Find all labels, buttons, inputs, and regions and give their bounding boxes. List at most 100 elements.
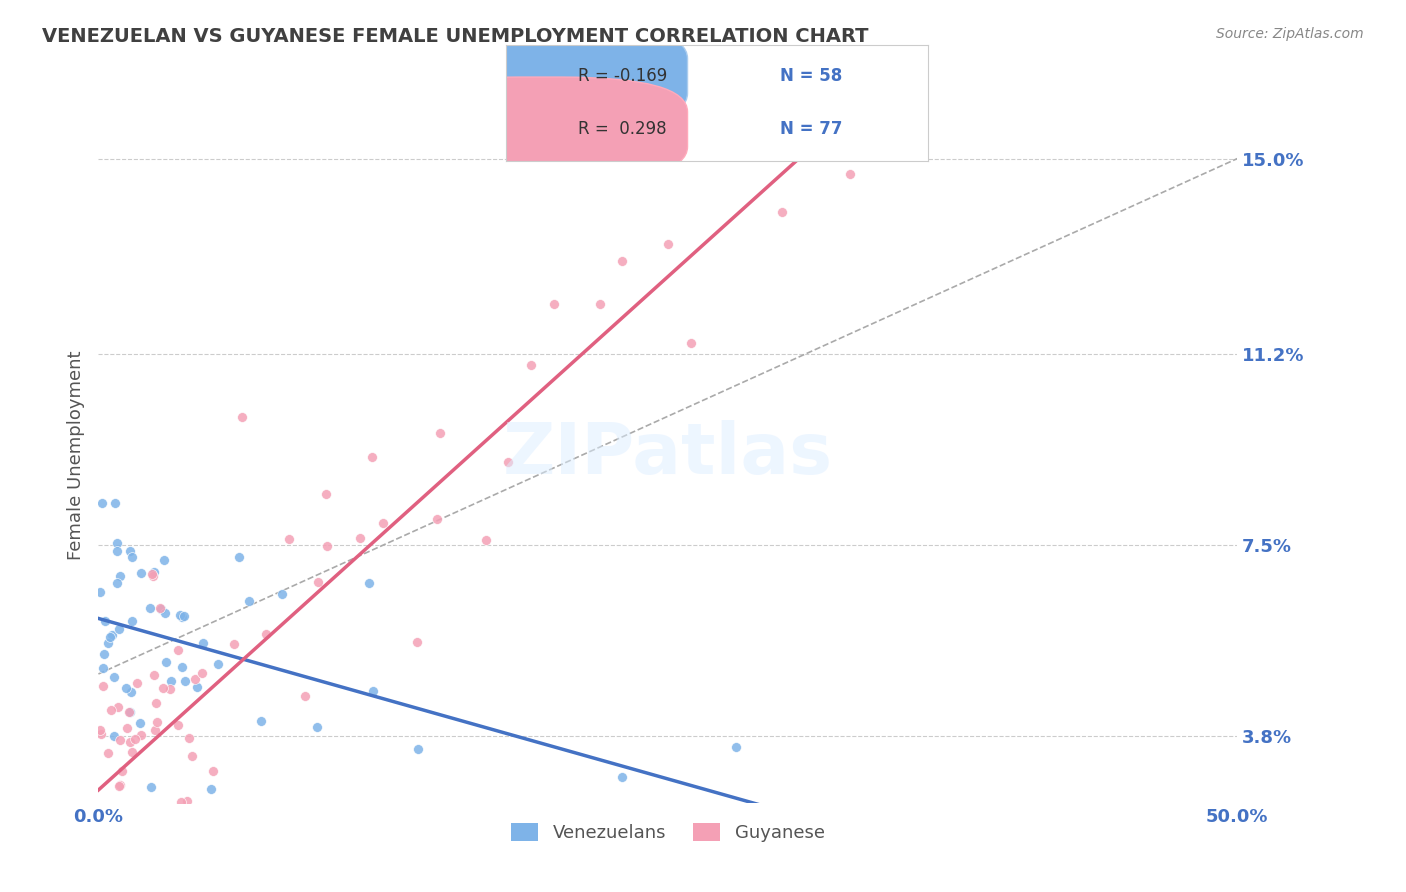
Point — [170, 796, 193, 810]
Point — [657, 236, 679, 251]
Point — [1021, 873, 1043, 888]
Point — [142, 568, 165, 582]
Point — [149, 602, 172, 616]
Point — [107, 622, 129, 636]
Point — [121, 614, 143, 628]
Text: VENEZUELAN VS GUYANESE FEMALE UNEMPLOYMENT CORRELATION CHART: VENEZUELAN VS GUYANESE FEMALE UNEMPLOYME… — [42, 27, 869, 45]
Point — [254, 627, 277, 641]
Point — [349, 531, 371, 545]
Point — [129, 715, 152, 730]
Point — [89, 723, 111, 737]
Point — [118, 544, 141, 558]
Point — [110, 732, 132, 747]
Point — [172, 610, 194, 624]
Point — [124, 732, 146, 747]
Point — [193, 636, 215, 650]
FancyBboxPatch shape — [392, 24, 688, 128]
Point — [103, 670, 125, 684]
Point — [191, 666, 214, 681]
Point — [953, 864, 976, 879]
FancyBboxPatch shape — [392, 77, 688, 181]
Point — [105, 536, 128, 550]
Point — [162, 814, 184, 829]
Point — [884, 126, 907, 140]
Point — [131, 728, 153, 742]
Point — [103, 729, 125, 743]
Point — [118, 735, 141, 749]
Point — [118, 706, 141, 720]
Point — [429, 426, 451, 441]
Point — [91, 661, 114, 675]
Point — [371, 516, 394, 530]
Point — [200, 782, 222, 797]
Point — [94, 808, 117, 822]
Point — [222, 637, 245, 651]
Point — [1135, 873, 1157, 888]
Point — [155, 656, 177, 670]
Point — [118, 705, 141, 719]
Point — [167, 642, 190, 657]
Y-axis label: Female Unemployment: Female Unemployment — [66, 351, 84, 559]
Text: N = 58: N = 58 — [780, 67, 842, 85]
Point — [406, 634, 429, 648]
Point — [121, 745, 143, 759]
Point — [394, 873, 416, 888]
Point — [238, 594, 260, 608]
Point — [679, 335, 702, 350]
Point — [114, 681, 136, 695]
Point — [294, 689, 316, 703]
Point — [588, 297, 610, 311]
Point — [90, 727, 112, 741]
Point — [170, 659, 193, 673]
Point — [177, 731, 200, 745]
Point — [145, 715, 167, 730]
Point — [474, 533, 496, 548]
Point — [149, 601, 172, 615]
Point — [93, 647, 115, 661]
Point — [91, 679, 114, 693]
Point — [97, 636, 120, 650]
Point — [141, 780, 163, 795]
Point — [97, 873, 120, 888]
Point — [114, 873, 136, 888]
Point — [315, 487, 337, 501]
Point — [270, 587, 292, 601]
Point — [143, 668, 166, 682]
Point — [101, 628, 124, 642]
Point — [228, 549, 250, 564]
Point — [725, 126, 748, 140]
Point — [127, 676, 149, 690]
Point — [360, 450, 382, 464]
Point — [105, 576, 128, 591]
Point — [108, 778, 131, 792]
Point — [250, 714, 273, 729]
Point — [97, 746, 120, 760]
Point — [167, 718, 190, 732]
Point — [114, 843, 136, 857]
Point — [498, 455, 520, 469]
Point — [152, 681, 174, 695]
Text: N = 77: N = 77 — [780, 120, 842, 138]
Point — [98, 873, 121, 888]
Point — [145, 696, 167, 710]
Text: ZIPatlas: ZIPatlas — [503, 420, 832, 490]
Text: R =  0.298: R = 0.298 — [578, 120, 666, 138]
Point — [277, 532, 299, 546]
Legend: Venezuelans, Guyanese: Venezuelans, Guyanese — [503, 815, 832, 849]
Point — [87, 873, 110, 888]
Point — [361, 684, 384, 698]
Point — [145, 723, 167, 737]
Point — [89, 585, 111, 599]
Point — [169, 607, 191, 622]
Point — [103, 873, 125, 888]
Point — [231, 410, 253, 425]
Point — [111, 764, 134, 778]
Point — [129, 566, 152, 581]
Point — [793, 816, 815, 830]
Point — [153, 553, 176, 567]
Point — [141, 566, 163, 581]
Point — [90, 873, 112, 888]
Point — [725, 739, 748, 754]
Point — [1067, 873, 1090, 888]
Point — [93, 615, 115, 629]
